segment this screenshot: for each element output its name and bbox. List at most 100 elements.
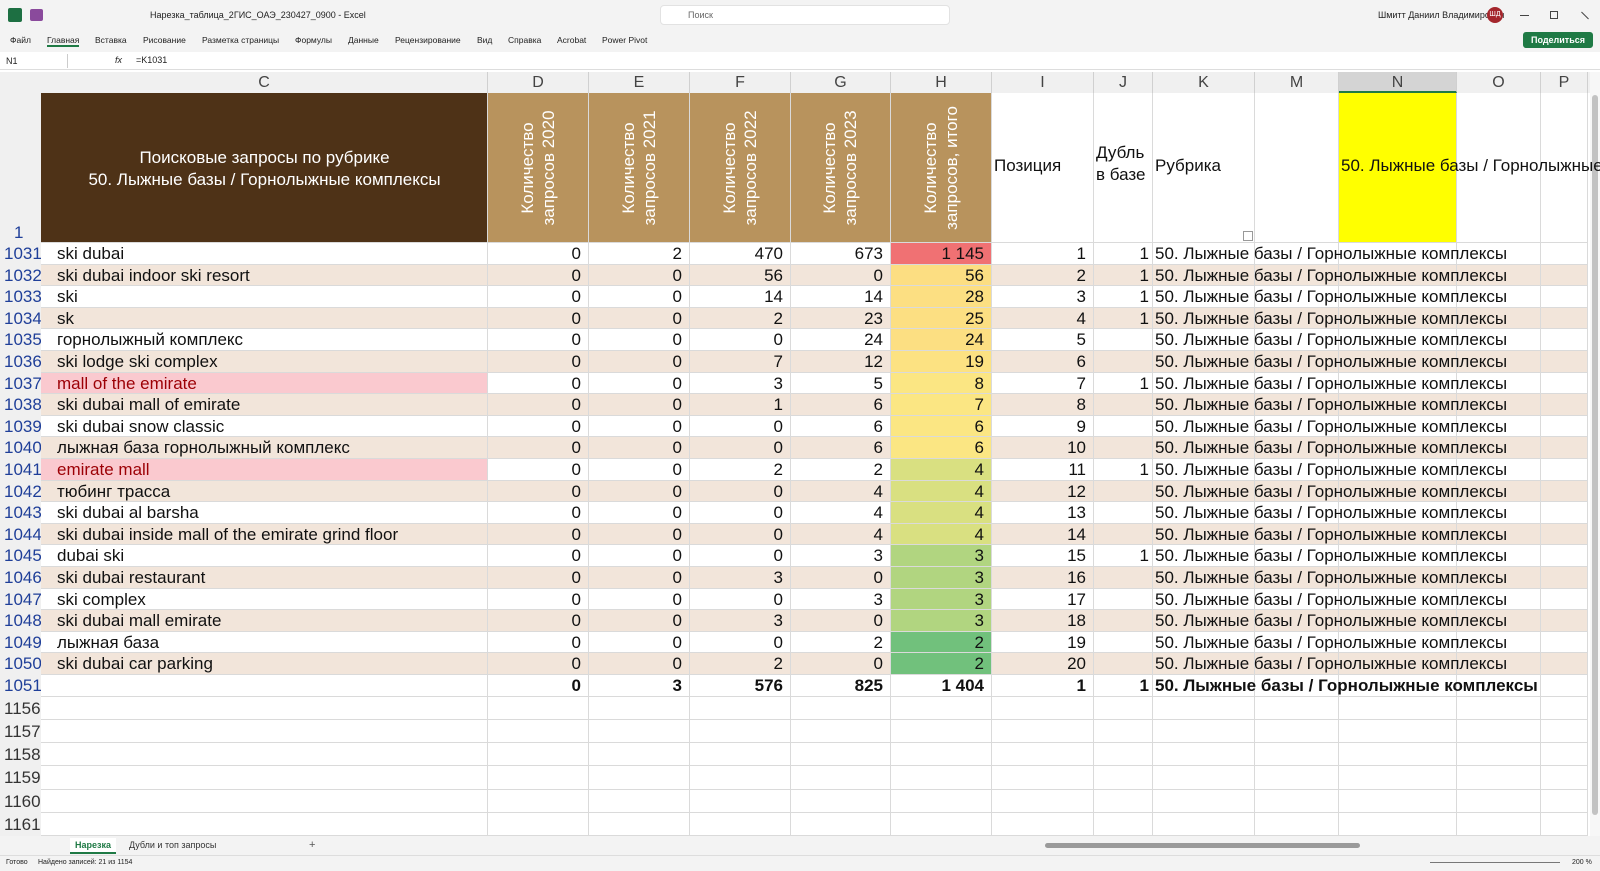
cell[interactable] (992, 610, 1094, 632)
cell[interactable] (488, 719, 589, 744)
cell[interactable] (992, 437, 1094, 459)
cell[interactable] (41, 789, 488, 813)
cell[interactable] (488, 812, 589, 836)
cell[interactable] (1541, 675, 1588, 697)
cell[interactable] (992, 329, 1094, 351)
cell[interactable] (488, 545, 589, 567)
ribbon-tab[interactable]: Вид (477, 35, 493, 45)
cell[interactable] (488, 743, 589, 767)
cell[interactable] (992, 286, 1094, 308)
cell[interactable] (488, 631, 589, 654)
cell[interactable] (41, 480, 488, 503)
cell[interactable] (1153, 437, 1255, 459)
cell[interactable] (992, 502, 1094, 524)
filter-button[interactable] (1243, 231, 1253, 241)
cell[interactable] (41, 631, 488, 654)
cell[interactable] (488, 394, 589, 416)
cell[interactable] (41, 545, 488, 567)
cell[interactable] (589, 243, 690, 265)
cell[interactable] (589, 415, 690, 438)
cell[interactable] (690, 696, 791, 720)
cell[interactable] (690, 567, 791, 589)
cell[interactable] (992, 351, 1094, 373)
cell[interactable] (1094, 675, 1153, 697)
cell[interactable] (1094, 610, 1153, 632)
cell[interactable] (1339, 243, 1457, 265)
cell[interactable] (1153, 545, 1255, 567)
cell[interactable] (1457, 588, 1541, 611)
cell[interactable] (488, 567, 589, 589)
row-number[interactable]: 1157 (4, 721, 41, 741)
cell[interactable] (891, 329, 992, 351)
row-number[interactable]: 1031 (4, 244, 42, 263)
cell[interactable] (791, 743, 891, 767)
cell[interactable] (1339, 545, 1457, 567)
cell[interactable] (992, 631, 1094, 654)
cell[interactable] (791, 545, 891, 567)
ribbon-tab[interactable]: Справка (508, 35, 542, 45)
cell[interactable] (791, 415, 891, 438)
cell[interactable] (1541, 812, 1588, 836)
cell[interactable] (992, 653, 1094, 675)
cell[interactable] (1457, 329, 1541, 351)
column-header[interactable]: F (690, 72, 791, 93)
cell[interactable] (1457, 351, 1541, 373)
cell[interactable] (791, 243, 891, 265)
column-header[interactable]: O (1457, 72, 1541, 93)
cell[interactable] (1094, 696, 1153, 720)
cell[interactable] (992, 415, 1094, 438)
cell[interactable] (1339, 459, 1457, 481)
cell[interactable] (690, 415, 791, 438)
cell[interactable] (1457, 696, 1541, 720)
cell[interactable] (891, 719, 992, 744)
cell[interactable] (1094, 743, 1153, 767)
cell[interactable] (589, 766, 690, 790)
cell[interactable] (1339, 307, 1457, 330)
cell[interactable] (589, 812, 690, 836)
cell[interactable] (41, 286, 488, 308)
cell[interactable] (1094, 812, 1153, 836)
cell[interactable] (589, 286, 690, 308)
cell[interactable] (488, 696, 589, 720)
cell[interactable] (1153, 653, 1255, 675)
cell[interactable] (690, 351, 791, 373)
column-header[interactable]: P (1541, 72, 1588, 93)
cell[interactable] (1153, 502, 1255, 524)
maximize[interactable] (1550, 11, 1558, 19)
cell[interactable] (690, 264, 791, 287)
cell[interactable] (488, 437, 589, 459)
cell[interactable] (1255, 480, 1339, 503)
cell[interactable] (1255, 415, 1339, 438)
cell[interactable] (1255, 307, 1339, 330)
ribbon-tab[interactable]: Power Pivot (602, 35, 648, 45)
cell[interactable] (589, 523, 690, 546)
cell[interactable] (791, 675, 891, 697)
cell[interactable] (690, 789, 791, 813)
cell[interactable] (1339, 766, 1457, 790)
cell[interactable] (1255, 567, 1339, 589)
cell[interactable] (589, 372, 690, 395)
row-number[interactable]: 1044 (4, 524, 42, 544)
cell[interactable] (1255, 264, 1339, 287)
cell[interactable] (1255, 286, 1339, 308)
cell[interactable] (1153, 696, 1255, 720)
cell[interactable] (992, 588, 1094, 611)
cell[interactable] (1339, 415, 1457, 438)
cell[interactable] (41, 329, 488, 351)
cell[interactable] (41, 743, 488, 767)
cell[interactable] (1457, 789, 1541, 813)
cell[interactable] (41, 588, 488, 611)
ribbon-tab[interactable]: Рецензирование (395, 35, 461, 45)
cell[interactable] (690, 523, 791, 546)
cell[interactable] (488, 653, 589, 675)
cell[interactable] (488, 502, 589, 524)
cell[interactable] (1094, 545, 1153, 567)
cell[interactable] (690, 812, 791, 836)
cell[interactable] (1541, 459, 1588, 481)
cell[interactable] (589, 502, 690, 524)
row-number[interactable]: 1 (14, 223, 24, 242)
cell[interactable] (891, 372, 992, 395)
cell[interactable] (791, 351, 891, 373)
cell[interactable] (1255, 719, 1339, 744)
cell[interactable] (41, 502, 488, 524)
